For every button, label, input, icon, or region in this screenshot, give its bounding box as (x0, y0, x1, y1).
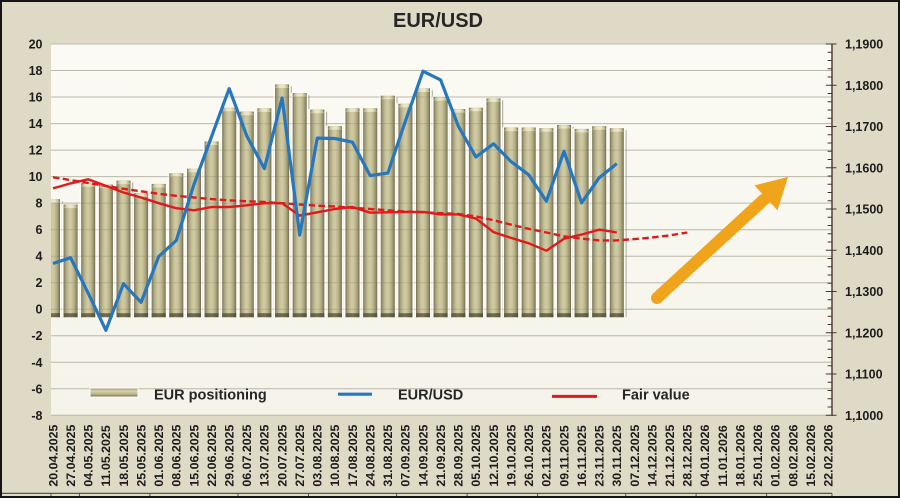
svg-text:17.08.2025: 17.08.2025 (346, 424, 360, 486)
svg-text:-2: -2 (31, 329, 42, 343)
svg-text:28.09.2025: 28.09.2025 (452, 424, 466, 486)
svg-text:1,1000: 1,1000 (845, 409, 883, 423)
svg-text:15.02.2026: 15.02.2026 (804, 424, 818, 486)
svg-text:18.01.2026: 18.01.2026 (734, 424, 748, 486)
svg-text:4: 4 (36, 250, 43, 264)
svg-text:11.05.2025: 11.05.2025 (99, 425, 113, 486)
svg-text:19.10.2025: 19.10.2025 (504, 424, 518, 486)
svg-text:1,1800: 1,1800 (845, 79, 883, 93)
svg-text:6: 6 (36, 223, 43, 237)
svg-text:25.01.2026: 25.01.2026 (751, 424, 765, 486)
svg-text:EUR/USD: EUR/USD (393, 10, 483, 32)
svg-text:18.05.2025: 18.05.2025 (117, 424, 131, 486)
svg-text:23.11.2025: 23.11.2025 (593, 425, 607, 486)
svg-text:30.11.2025: 30.11.2025 (610, 425, 624, 486)
svg-text:-4: -4 (31, 356, 42, 370)
svg-text:29.06.2025: 29.06.2025 (223, 424, 237, 486)
svg-text:2: 2 (36, 276, 43, 290)
svg-text:8: 8 (36, 197, 43, 211)
svg-text:15.06.2025: 15.06.2025 (187, 424, 201, 486)
svg-text:07.09.2025: 07.09.2025 (399, 424, 413, 486)
svg-text:09.11.2025: 09.11.2025 (557, 425, 571, 486)
svg-text:1,1900: 1,1900 (845, 38, 883, 52)
svg-text:21.12.2025: 21.12.2025 (663, 424, 677, 486)
svg-text:Fair value: Fair value (622, 388, 690, 404)
svg-text:-8: -8 (31, 409, 42, 423)
svg-text:08.02.2026: 08.02.2026 (786, 424, 800, 486)
svg-text:26.10.2025: 26.10.2025 (522, 424, 536, 486)
svg-text:18: 18 (29, 64, 43, 78)
svg-text:12: 12 (29, 144, 43, 158)
svg-text:10: 10 (29, 170, 43, 184)
svg-text:1,1700: 1,1700 (845, 120, 883, 134)
svg-text:14.09.2025: 14.09.2025 (416, 424, 430, 486)
svg-text:1,1300: 1,1300 (845, 285, 883, 299)
svg-text:04.01.2026: 04.01.2026 (698, 424, 712, 486)
svg-text:-6: -6 (31, 382, 42, 396)
svg-text:14: 14 (29, 117, 43, 131)
svg-text:02.11.2025: 02.11.2025 (540, 425, 554, 486)
svg-text:01.02.2026: 01.02.2026 (769, 424, 783, 486)
svg-text:27.07.2025: 27.07.2025 (293, 424, 307, 486)
svg-text:06.07.2025: 06.07.2025 (240, 424, 254, 486)
svg-text:1,1600: 1,1600 (845, 161, 883, 175)
svg-text:22.06.2025: 22.06.2025 (205, 424, 219, 486)
svg-text:11.01.2026: 11.01.2026 (716, 425, 730, 486)
svg-text:1,1400: 1,1400 (845, 244, 883, 258)
svg-text:28.12.2025: 28.12.2025 (681, 424, 695, 486)
svg-text:12.10.2025: 12.10.2025 (487, 424, 501, 486)
svg-text:EUR/USD: EUR/USD (398, 388, 463, 404)
svg-text:27.04.2025: 27.04.2025 (64, 424, 78, 486)
svg-text:24.08.2025: 24.08.2025 (364, 424, 378, 486)
svg-text:16.11.2025: 16.11.2025 (575, 425, 589, 486)
svg-text:20.04.2025: 20.04.2025 (46, 424, 60, 486)
svg-text:0: 0 (36, 303, 43, 317)
svg-text:20: 20 (29, 38, 43, 52)
svg-text:08.06.2025: 08.06.2025 (170, 424, 184, 486)
svg-text:10.08.2025: 10.08.2025 (328, 424, 342, 486)
svg-text:16: 16 (29, 91, 43, 105)
svg-text:31.08.2025: 31.08.2025 (381, 424, 395, 486)
svg-text:22.02.2026: 22.02.2026 (822, 424, 836, 486)
svg-text:05.10.2025: 05.10.2025 (469, 424, 483, 486)
svg-text:1,1100: 1,1100 (845, 368, 883, 382)
svg-text:04.05.2025: 04.05.2025 (82, 424, 96, 486)
svg-text:13.07.2025: 13.07.2025 (258, 424, 272, 486)
svg-text:1,1500: 1,1500 (845, 203, 883, 217)
svg-text:14.12.2025: 14.12.2025 (645, 424, 659, 486)
svg-text:03.08.2025: 03.08.2025 (311, 424, 325, 486)
svg-text:21.09.2025: 21.09.2025 (434, 424, 448, 486)
svg-text:25.05.2025: 25.05.2025 (134, 424, 148, 486)
svg-text:20.07.2025: 20.07.2025 (275, 424, 289, 486)
svg-text:EUR positioning: EUR positioning (154, 388, 267, 404)
svg-text:1,1200: 1,1200 (845, 326, 883, 340)
svg-text:01.06.2025: 01.06.2025 (152, 424, 166, 486)
svg-text:07.12.2025: 07.12.2025 (628, 424, 642, 486)
